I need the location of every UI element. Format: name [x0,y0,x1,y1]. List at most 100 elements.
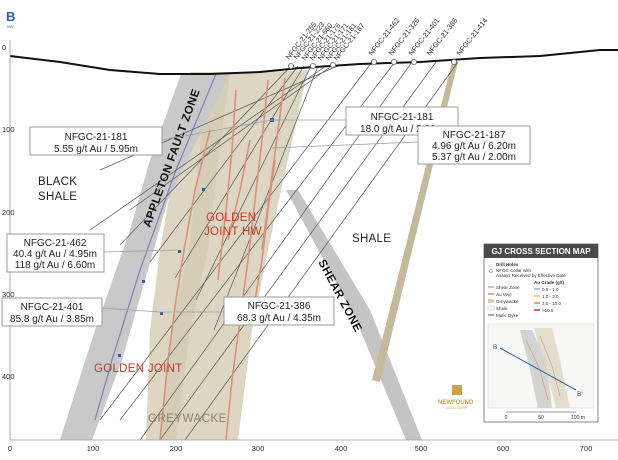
callout-386: NFGC-21-386 68.3 g/t Au / 4.35m [223,296,335,326]
drill-trace [213,65,319,331]
collar [390,59,397,66]
section-end-label: B' [577,391,583,398]
grade-head: Au Grade (g/t) [534,280,565,285]
logo-name: NEWFOUND [438,400,474,406]
section-start-label: B [493,344,497,351]
drill-trace [89,65,327,231]
collar-legend-icon [489,269,493,273]
callout-leader [161,119,273,141]
callout-462: NFGC-21-462 40.4 g/t Au / 4.95m 118 g/t … [6,233,105,273]
callout-value: 5.37 g/t Au / 2.00m [432,152,516,163]
callout-value: 85.8 g/t Au / 3.85m [10,314,94,325]
y-tick: 200 [2,208,15,217]
drill-trace [119,65,292,246]
callout-box [6,233,105,273]
inset-header [484,244,598,258]
legend-item: Shear Zone [496,285,520,290]
x-tick: 0 [8,444,12,453]
callout-title: NFGC-21-187 [443,130,506,141]
collar [370,59,377,66]
logo-sub: GOLD CORP [446,406,468,410]
au-vein [159,129,211,441]
section-direction: NW [7,24,14,29]
collar [287,63,294,70]
scale-label: 0 [505,415,508,421]
callout-value: 40.4 g/t Au / 4.95m [13,249,97,260]
y-ticks: 0 100 200 300 400 [2,43,15,381]
minimap-greywacke [534,328,570,408]
topography-line [9,49,618,75]
legend-item: Greywacke [496,299,519,304]
grade-item: 1.0 - 3.0 [542,294,559,299]
x-tick: 700 [580,444,593,453]
callout-leader [271,141,419,149]
minimap-fault [520,330,552,408]
mafic-dyke [94,73,217,421]
au-vein [227,139,251,241]
callout-box [1,297,103,327]
x-tick: 200 [170,444,183,453]
legend-swatch [487,305,495,311]
inset-legend-left: Shear Zone Au Vein Greywacke Shale Mafic… [487,285,520,318]
collar [410,59,417,66]
scale-label: 50 [538,415,544,421]
callout-value: 118 g/t Au / 6.60m [15,260,95,271]
au-veins [159,77,286,441]
x-tick: 600 [497,444,510,453]
callout-title: NFGC-21-401 [21,302,84,313]
company-logo: NEWFOUND GOLD CORP [438,385,474,410]
collar [309,63,316,70]
au-vein [217,89,237,281]
scale-label: 100 m [571,415,585,421]
callout-401: NFGC-21-401 85.8 g/t Au / 3.85m [1,297,103,327]
au-vein [225,79,269,441]
legend-item: Mafic Dyke [496,313,519,318]
drill-trace [149,65,299,263]
callout-box [223,296,335,326]
assay-marker [202,188,205,191]
greywacke-band [160,74,230,440]
collar [329,62,336,69]
drill-trace [129,64,334,211]
grade-item: 0.5 - 1.0 [542,287,559,292]
assay-marker [142,280,145,283]
x-tick: 500 [415,444,428,453]
au-vein [254,159,276,301]
drill-trace [195,65,312,301]
grade-item: >10.0 [542,308,554,313]
inset-title: GJ CROSS SECTION MAP [491,247,591,256]
x-tick: 400 [335,444,348,453]
section-line [499,347,577,391]
callout-title: NFGC-21-181 [371,112,434,123]
inset-drill-holes-head: Drill Holes [496,262,519,267]
callout-187: NFGC-21-187 4.96 g/t Au / 6.20m 5.37 g/t… [417,125,531,165]
unit-black-shale: SHALE [38,191,77,203]
logo-mark [452,385,462,395]
unit-black-shale: BLACK [38,176,77,188]
drill-trace [99,61,373,421]
unit-golden-joint: GOLDEN JOINT [94,363,183,375]
y-tick: 300 [2,290,15,299]
callout-value: 5.55 g/t Au / 5.95m [54,144,138,155]
callout-leader [101,307,161,313]
inset-drill-holes-desc: NFGC Collar with [496,268,532,273]
section-letter: B [6,9,15,24]
callout-value: 18.0 g/t Au / 2.00m [360,124,444,135]
callout-box [417,125,531,165]
callout-leader [103,249,179,253]
y-tick: 400 [2,372,15,381]
callout-value: 4.96 g/t Au / 6.20m [432,141,516,152]
inset-map: GJ CROSS SECTION MAP Drill Holes NFGC Co… [483,243,599,423]
callout-title: NFGC-21-181 [65,132,128,143]
callout-title: NFGC-21-462 [24,238,87,249]
collar [450,59,457,66]
collars [287,59,457,70]
x-tick: 100 [87,444,100,453]
inset-drill-holes-desc: Assays Received by Effective Date [496,273,566,278]
x-ticks: 0 100 200 300 400 500 600 700 [8,444,592,453]
assay-marker [118,354,121,357]
legend-item: Shale [496,306,508,311]
unit-golden-joint-hw: JOINT HW [204,226,262,238]
